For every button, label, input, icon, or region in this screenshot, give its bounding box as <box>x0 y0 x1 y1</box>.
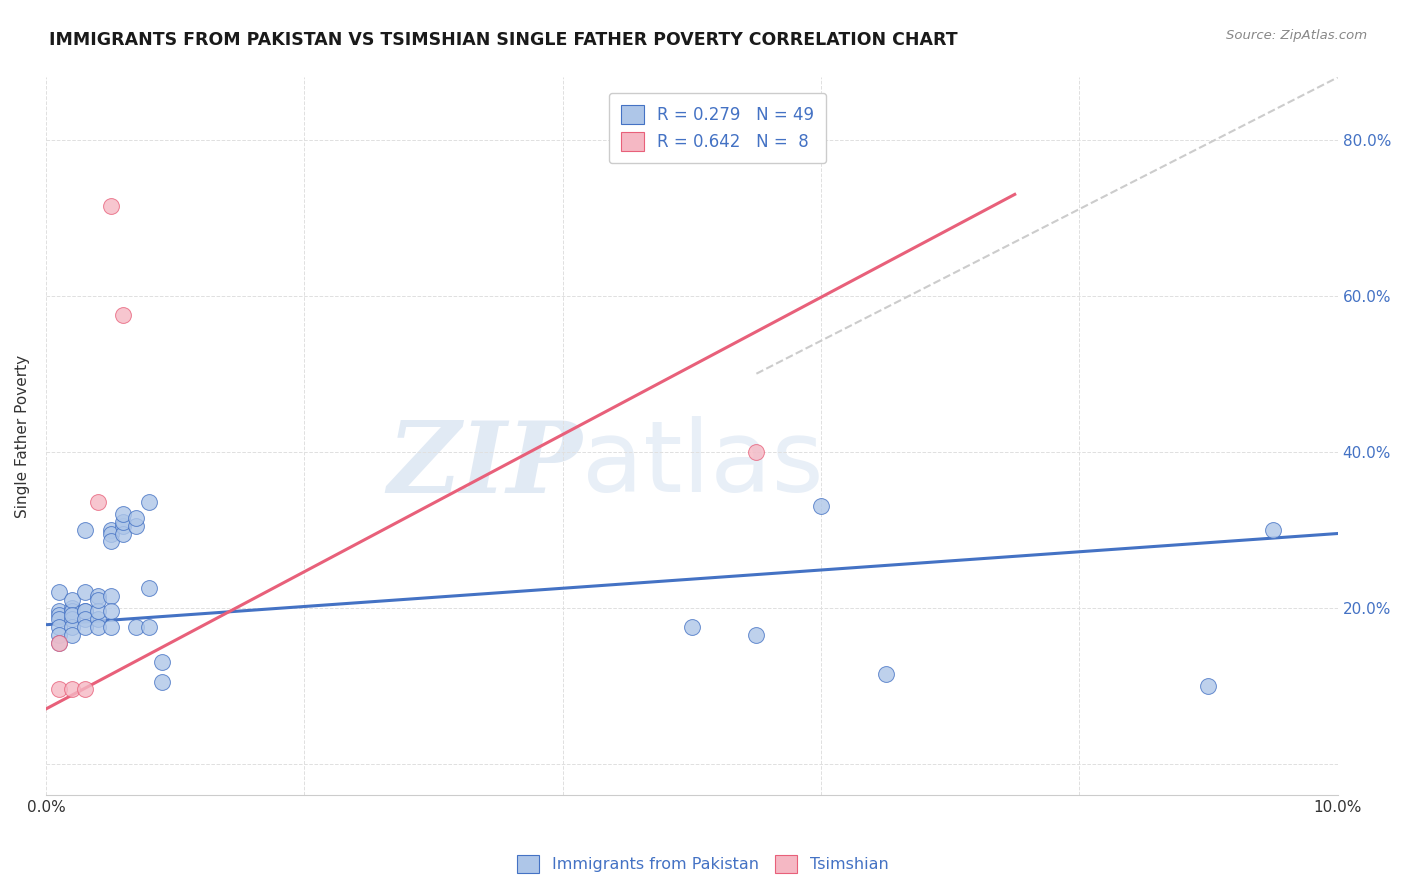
Point <box>48 608 70 623</box>
Point <box>125 518 148 533</box>
Point <box>875 666 897 681</box>
Point <box>138 581 160 595</box>
Point <box>100 199 122 213</box>
Point <box>73 605 96 619</box>
Point <box>73 585 96 599</box>
Point <box>1198 679 1220 693</box>
Point <box>60 600 83 615</box>
Point <box>48 682 70 697</box>
Point <box>60 608 83 623</box>
Point <box>112 308 135 322</box>
Point <box>150 674 173 689</box>
Point <box>100 523 122 537</box>
Point <box>60 682 83 697</box>
Point <box>60 612 83 626</box>
Point <box>73 612 96 626</box>
Point <box>48 605 70 619</box>
Y-axis label: Single Father Poverty: Single Father Poverty <box>15 354 30 517</box>
Point <box>681 620 703 634</box>
Point <box>112 507 135 521</box>
Point <box>112 515 135 529</box>
Point <box>48 620 70 634</box>
Point <box>100 589 122 603</box>
Point <box>48 635 70 649</box>
Point <box>48 585 70 599</box>
Point <box>745 444 768 458</box>
Point <box>86 620 108 634</box>
Point <box>112 526 135 541</box>
Point <box>100 605 122 619</box>
Point <box>86 592 108 607</box>
Point <box>86 495 108 509</box>
Point <box>150 655 173 669</box>
Text: Source: ZipAtlas.com: Source: ZipAtlas.com <box>1226 29 1367 42</box>
Point <box>48 635 70 649</box>
Text: IMMIGRANTS FROM PAKISTAN VS TSIMSHIAN SINGLE FATHER POVERTY CORRELATION CHART: IMMIGRANTS FROM PAKISTAN VS TSIMSHIAN SI… <box>49 31 957 49</box>
Point <box>125 620 148 634</box>
Point <box>138 495 160 509</box>
Point <box>100 620 122 634</box>
Point <box>125 511 148 525</box>
Point <box>48 612 70 626</box>
Point <box>86 612 108 626</box>
Point <box>100 526 122 541</box>
Point <box>73 523 96 537</box>
Point <box>1261 523 1284 537</box>
Point <box>73 605 96 619</box>
Point <box>112 518 135 533</box>
Point <box>60 628 83 642</box>
Text: atlas: atlas <box>582 417 824 513</box>
Point <box>60 620 83 634</box>
Text: ZIP: ZIP <box>387 417 582 513</box>
Point <box>60 605 83 619</box>
Point <box>745 628 768 642</box>
Legend: Immigrants from Pakistan, Tsimshian: Immigrants from Pakistan, Tsimshian <box>510 848 896 880</box>
Point <box>48 628 70 642</box>
Point <box>73 682 96 697</box>
Point <box>86 589 108 603</box>
Legend: R = 0.279   N = 49, R = 0.642   N =  8: R = 0.279 N = 49, R = 0.642 N = 8 <box>609 93 827 163</box>
Point <box>60 592 83 607</box>
Point <box>73 620 96 634</box>
Point <box>810 500 832 514</box>
Point <box>100 534 122 549</box>
Point <box>138 620 160 634</box>
Point <box>86 605 108 619</box>
